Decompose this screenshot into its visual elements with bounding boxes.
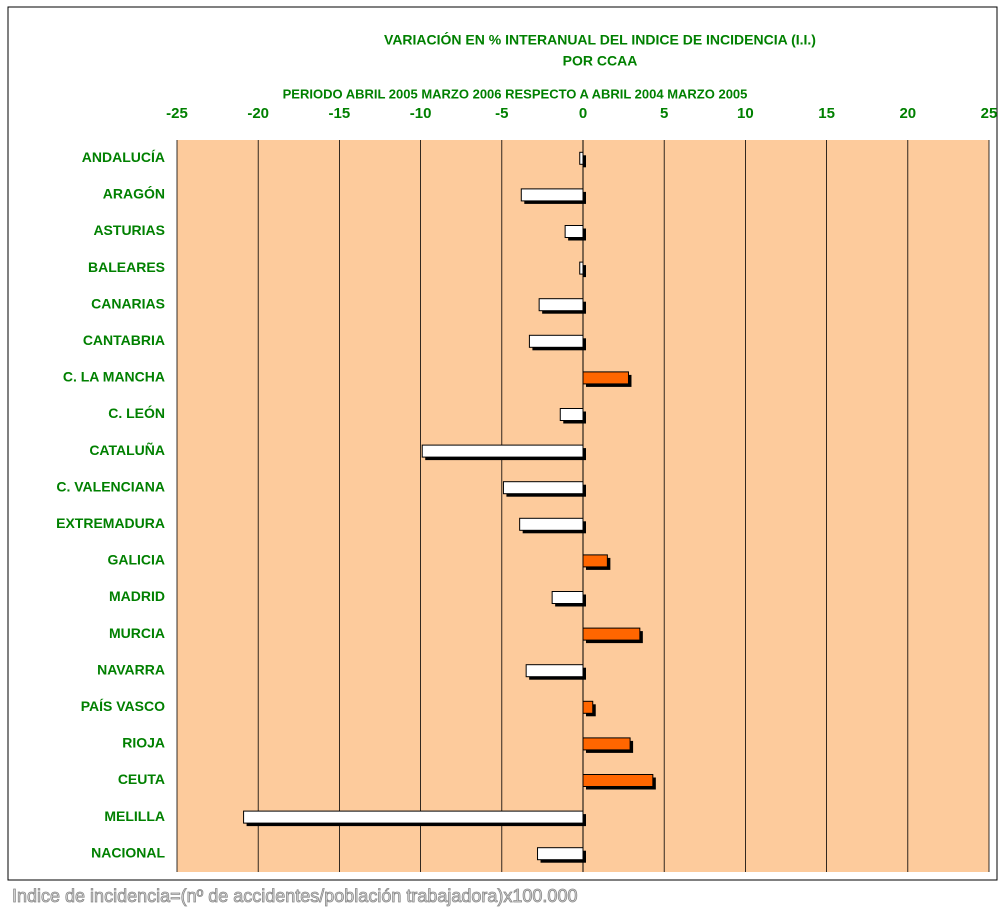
- y-tick-label: MELILLA: [104, 808, 165, 824]
- bar: [537, 847, 584, 861]
- bar: [582, 774, 654, 787]
- bar: [582, 371, 629, 385]
- y-tick-label: C. VALENCIANA: [56, 478, 165, 494]
- bar: [564, 225, 584, 238]
- chart-title: POR CCAA: [563, 53, 638, 69]
- footnote: Indice de incidencia=(nº de accidentes/p…: [12, 886, 577, 906]
- x-tick-label: 5: [660, 105, 668, 122]
- bar: [582, 700, 594, 714]
- y-tick-label: CANTABRIA: [83, 332, 165, 348]
- y-tick-label: PAÍS VASCO: [81, 698, 165, 714]
- y-tick-label: EXTREMADURA: [56, 515, 165, 531]
- x-tick-label: -25: [166, 105, 188, 122]
- y-tick-label: RIOJA: [122, 735, 165, 751]
- x-tick-label: -20: [247, 105, 269, 122]
- y-tick-label: MADRID: [109, 588, 165, 604]
- bar: [551, 591, 584, 604]
- bar: [520, 188, 584, 202]
- x-tick-label: -10: [410, 105, 432, 122]
- y-tick-label: C. LEÓN: [108, 404, 165, 421]
- x-tick-label: 25: [981, 105, 998, 122]
- x-tick-label: -5: [495, 105, 508, 122]
- y-tick-label: CATALUÑA: [89, 441, 165, 458]
- y-tick-label: ANDALUCÍA: [82, 149, 165, 165]
- bar: [421, 444, 584, 458]
- x-tick-label: 0: [579, 105, 587, 122]
- y-tick-label: ASTURIAS: [93, 222, 165, 238]
- bar: [582, 737, 631, 751]
- x-tick-label: 20: [899, 105, 916, 122]
- y-tick-label: CANARIAS: [91, 295, 165, 311]
- x-tick-label: 10: [737, 105, 754, 122]
- x-tick-label: -15: [329, 105, 351, 122]
- chart-subtitle: PERIODO ABRIL 2005 MARZO 2006 RESPECTO A…: [283, 86, 748, 101]
- bar: [519, 517, 584, 531]
- chart-title: VARIACIÓN EN % INTERANUAL DEL INDICE DE …: [384, 31, 816, 48]
- bar-shadow: [582, 265, 586, 278]
- x-tick-label: 15: [818, 105, 835, 122]
- bar: [502, 481, 584, 495]
- y-tick-label: BALEARES: [88, 259, 165, 275]
- bar: [528, 334, 584, 348]
- bar: [525, 664, 584, 678]
- y-tick-label: GALICIA: [107, 552, 165, 568]
- bar: [243, 810, 584, 824]
- y-tick-label: ARAGÓN: [103, 185, 165, 202]
- y-tick-label: CEUTA: [118, 771, 165, 787]
- bar-shadow: [582, 155, 586, 168]
- bar: [559, 408, 584, 421]
- y-tick-label: NACIONAL: [91, 844, 165, 860]
- y-tick-label: C. LA MANCHA: [63, 369, 165, 385]
- y-tick-label: MURCIA: [109, 625, 165, 641]
- bar: [538, 298, 584, 312]
- bar: [582, 554, 608, 568]
- y-tick-label: NAVARRA: [97, 661, 165, 677]
- bar: [582, 627, 641, 641]
